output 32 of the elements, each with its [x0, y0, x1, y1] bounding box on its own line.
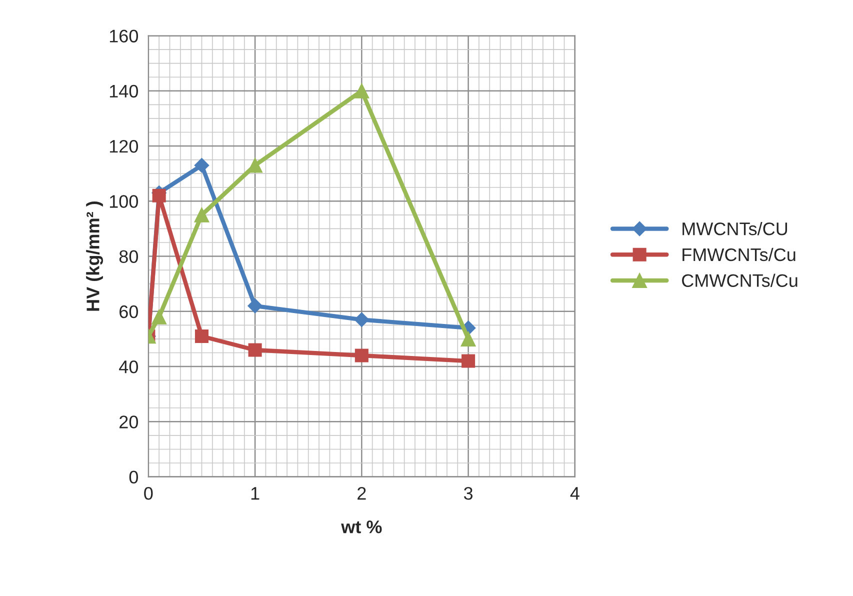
point: [248, 343, 262, 357]
y-axis-title: HV (kg/mm² ): [86, 202, 104, 311]
y-tick-label: 140: [110, 84, 138, 98]
y-tick-label: 100: [110, 195, 138, 208]
y-tick-label: 20: [120, 416, 138, 428]
point: [194, 158, 210, 173]
y-tick-label: 160: [110, 30, 138, 42]
x-tick-label: 0: [144, 487, 153, 500]
point: [354, 83, 370, 98]
y-tick-label: 0: [129, 470, 138, 484]
point: [194, 329, 209, 343]
legend-label: FMWCNTs/Cu: [682, 248, 796, 262]
y-tick-label: 120: [110, 140, 138, 153]
x-tick-label: 3: [464, 487, 473, 500]
point: [152, 309, 167, 324]
point: [354, 348, 368, 362]
x-tick-label: 2: [358, 487, 366, 500]
x-tick-label: 4: [570, 487, 580, 500]
legend-label: MWCNTs/CU: [682, 222, 788, 236]
point: [462, 354, 476, 368]
y-tick-label: 80: [119, 250, 138, 263]
x-tick-label: 1: [251, 487, 260, 500]
legend-label: CMWCNTs/Cu: [682, 274, 798, 287]
point: [152, 188, 166, 202]
point: [354, 312, 370, 328]
y-tick-label: 60: [120, 305, 138, 318]
point: [248, 158, 263, 173]
y-tick-label: 40: [119, 360, 138, 374]
point: [248, 298, 262, 314]
x-axis-title: wt %: [341, 520, 382, 534]
point: [194, 207, 210, 222]
point: [460, 332, 476, 346]
